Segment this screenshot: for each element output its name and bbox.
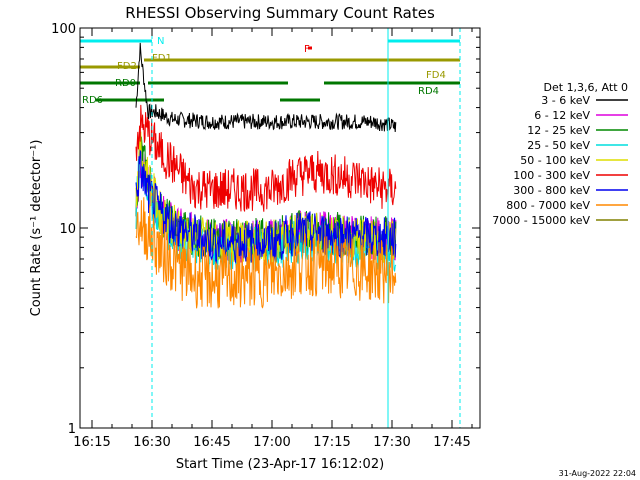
legend-label: 12 - 25 keV: [527, 124, 590, 137]
legend-header: Det 1,3,6, Att 0: [544, 81, 628, 94]
x-tick-label: 16:45: [193, 435, 230, 450]
series-line: [135, 197, 397, 309]
legend-label: 3 - 6 keV: [541, 94, 590, 107]
flag-label-rd4: RD4: [418, 86, 439, 97]
flag-label-rd6: RD6: [82, 95, 103, 106]
series-lines: [135, 42, 397, 309]
series-line: [135, 42, 397, 133]
x-tick-label: 17:30: [373, 435, 410, 450]
flag-label-fd2: FD2: [117, 61, 137, 72]
footer-date: 31-Aug-2022 22:04: [559, 469, 636, 478]
flag-label-n: N: [157, 36, 164, 47]
flag-label-f: F: [304, 44, 310, 55]
legend-label: 7000 - 15000 keV: [492, 214, 590, 227]
legend-label: 50 - 100 keV: [520, 154, 590, 167]
y-tick-label: 1: [68, 422, 76, 437]
legend-label: 6 - 12 keV: [534, 109, 590, 122]
y-tick-label: 100: [51, 22, 76, 37]
x-tick-label: 17:45: [433, 435, 470, 450]
series-line: [135, 149, 397, 264]
x-tick-label: 17:00: [253, 435, 290, 450]
flag-label-fd1: FD1: [152, 53, 172, 64]
legend-label: 25 - 50 keV: [527, 139, 590, 152]
flag-bars: N F FD1 FD2 FD4 RD0 RD4 RD6: [80, 36, 460, 106]
legend-label: 800 - 7000 keV: [506, 199, 590, 212]
x-tick-label: 17:15: [313, 435, 350, 450]
series-line: [135, 104, 397, 212]
legend: 3 - 6 keV 6 - 12 keV 12 - 25 keV 25 - 50 ke…: [492, 94, 628, 227]
flag-label-fd4: FD4: [426, 70, 446, 81]
chart-title: RHESSI Observing Summary Count Rates: [125, 4, 435, 22]
x-tick-label: 16:15: [73, 435, 110, 450]
flag-label-rd0: RD0: [115, 78, 136, 89]
y-axis-label: Count Rate (s⁻¹ detector⁻¹): [29, 140, 44, 317]
y-tick-label: 10: [59, 222, 76, 237]
axes: 16:15 16:30 16:45 17:00 17:15 17:30 17:45 1 10 10…: [51, 22, 480, 450]
legend-label: 100 - 300 keV: [513, 169, 590, 182]
x-axis-label: Start Time (23-Apr-17 16:12:02): [176, 457, 384, 472]
x-tick-label: 16:30: [133, 435, 170, 450]
legend-label: 300 - 800 keV: [513, 184, 590, 197]
